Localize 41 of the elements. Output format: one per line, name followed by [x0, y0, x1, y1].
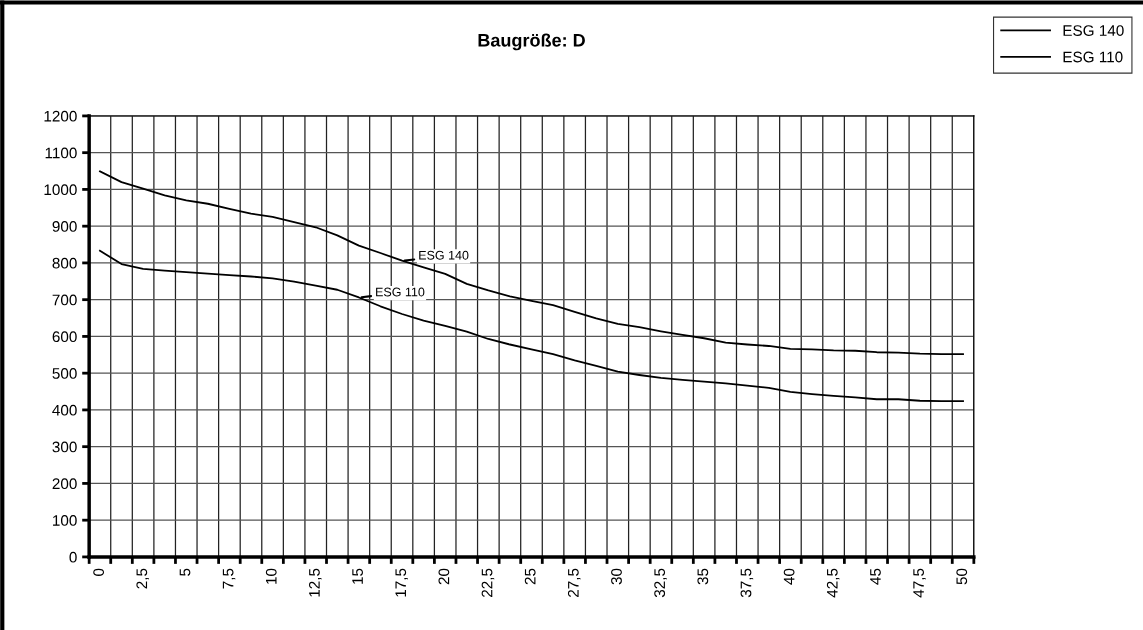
x-tick-label: 2,5 [136, 568, 149, 589]
line-series [99, 170, 964, 355]
x-tick-label: 25 [524, 568, 536, 585]
x-tick-label: 12,5 [309, 568, 322, 597]
x-tick-label: 35 [697, 568, 709, 585]
y-tick-label: 600 [52, 331, 77, 343]
x-tick-label: 30 [611, 568, 622, 585]
x-tick-label: 50 [956, 568, 968, 585]
x-tick-label: 5 [179, 568, 191, 576]
y-tick-label: 500 [52, 368, 77, 379]
x-tick-label: 32,5 [654, 568, 667, 598]
y-tick-label: 1000 [44, 184, 77, 196]
x-tick-label: 15 [352, 568, 363, 584]
x-tick-label: 10 [265, 568, 277, 584]
y-tick-label: 900 [52, 221, 77, 232]
x-tick-label: 17,5 [395, 568, 408, 597]
y-tick-label: 300 [52, 441, 77, 453]
annotation: ESG 110 [376, 287, 425, 297]
x-tick-label: 47,5 [913, 568, 926, 598]
y-tick-label: 1200 [44, 110, 77, 122]
line-series [99, 249, 964, 403]
chart-title: Baugröße: D [478, 33, 585, 51]
y-tick-label: 200 [52, 478, 77, 490]
y-tick-label: 800 [52, 257, 77, 269]
x-tick-label: 7,5 [222, 568, 236, 589]
annotation: ESG 140 [419, 250, 469, 260]
x-tick-label: 42,5 [826, 568, 840, 598]
y-tick-label: 100 [53, 515, 77, 526]
x-tick-label: 45 [870, 568, 881, 585]
x-tick-label: 0 [93, 568, 105, 576]
x-tick-label: 37,5 [740, 568, 754, 598]
x-tick-label: 40 [783, 568, 795, 585]
x-tick-label: 27,5 [567, 568, 581, 597]
y-tick-label: 400 [52, 404, 77, 416]
y-tick-label: 700 [52, 294, 77, 306]
legend-label: ESG 110 [1063, 51, 1123, 63]
legend-label: ESG 140 [1063, 25, 1124, 36]
y-tick-label: 0 [69, 551, 77, 563]
y-tick-label: 1100 [45, 147, 77, 159]
x-tick-label: 22,5 [481, 568, 495, 597]
x-tick-label: 20 [438, 568, 450, 585]
